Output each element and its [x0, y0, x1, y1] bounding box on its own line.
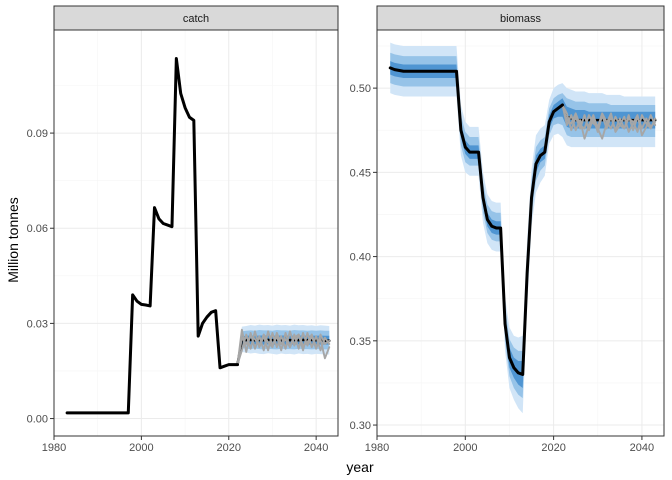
y-axis-ticks: 0.00 0.03 0.06 0.09 — [27, 128, 54, 426]
iteration-line-3 — [561, 104, 657, 133]
y-tick-label: 0.06 — [27, 223, 48, 235]
panel-border — [53, 29, 339, 437]
x-axis-ticks: 1980 2000 2020 2040 — [42, 436, 328, 454]
y-tick-label: 0.45 — [350, 167, 371, 179]
x-tick-label: 2000 — [129, 442, 153, 454]
strip-label-biomass: biomass — [500, 13, 541, 25]
x-axis-title: year — [346, 459, 374, 475]
x-tick-label: 2020 — [217, 442, 241, 454]
strip-catch — [53, 5, 339, 31]
x-tick-label: 2020 — [541, 442, 565, 454]
y-tick-label: 0.03 — [27, 318, 48, 330]
panel-catch: catch 1980 2000 2020 2040 0.00 0.03 0.06 0.09 — [27, 5, 339, 454]
y-tick-label: 0.50 — [350, 83, 371, 95]
x-tick-label: 2000 — [453, 442, 477, 454]
strip-label-catch: catch — [183, 13, 209, 25]
gridlines — [53, 30, 338, 436]
x-axis-ticks: 1980 2000 2020 2040 — [365, 436, 654, 454]
iteration-line-3 — [236, 331, 331, 366]
historical-line — [388, 66, 564, 377]
y-tick-label: 0.40 — [350, 252, 371, 264]
x-tick-label: 2040 — [304, 442, 328, 454]
historical-line — [65, 57, 240, 415]
y-axis-title: Million tonnes — [5, 197, 21, 283]
y-tick-label: 0.00 — [27, 414, 48, 426]
y-tick-label: 0.30 — [350, 420, 371, 432]
x-tick-label: 1980 — [42, 442, 66, 454]
y-axis-ticks: 0.30 0.35 0.40 0.45 0.50 — [350, 83, 377, 432]
y-tick-label: 0.09 — [27, 128, 48, 140]
strip-biomass — [376, 5, 665, 31]
panel-border — [376, 29, 665, 437]
x-tick-label: 2040 — [630, 442, 654, 454]
x-tick-label: 1980 — [365, 442, 389, 454]
y-tick-label: 0.35 — [350, 336, 371, 348]
